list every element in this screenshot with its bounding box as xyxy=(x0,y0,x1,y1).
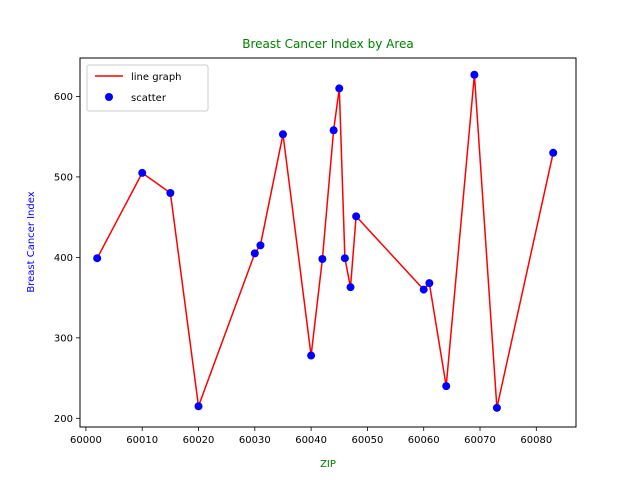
scatter-point xyxy=(194,402,203,411)
scatter-point xyxy=(470,70,479,79)
chart-title: Breast Cancer Index by Area xyxy=(242,37,413,51)
y-tick-label: 200 xyxy=(54,414,73,425)
axes-frame xyxy=(79,57,577,428)
line-series xyxy=(96,73,554,409)
x-tick-label: 60050 xyxy=(352,435,384,446)
scatter-series xyxy=(93,70,558,412)
x-tick-label: 60040 xyxy=(295,435,327,446)
y-tick-label: 600 xyxy=(54,92,73,103)
x-tick-label: 60030 xyxy=(239,435,271,446)
scatter-point xyxy=(138,168,147,177)
scatter-point xyxy=(166,189,175,198)
y-tick-label: 300 xyxy=(54,333,73,344)
scatter-point xyxy=(425,279,434,288)
scatter-point xyxy=(442,382,451,391)
scatter-point xyxy=(340,254,349,263)
legend-scatter-swatch xyxy=(105,93,113,101)
legend: line graph scatter xyxy=(86,64,209,112)
scatter-point xyxy=(549,148,558,157)
scatter-point xyxy=(307,351,316,360)
line-graph-path xyxy=(96,73,554,409)
legend-label-line: line graph xyxy=(131,72,182,83)
scatter-point xyxy=(492,403,501,412)
plot-area: 60000 60010 60020 60030 60040 60050 60060 60070… xyxy=(54,57,577,446)
legend-label-scatter: scatter xyxy=(131,93,167,104)
scatter-point xyxy=(335,84,344,93)
x-tick-label: 60070 xyxy=(464,435,496,446)
scatter-point xyxy=(256,241,265,250)
scatter-point xyxy=(250,249,259,258)
scatter-point xyxy=(93,254,102,263)
scatter-point xyxy=(278,130,287,139)
y-axis-label: Breast Cancer Index xyxy=(26,191,37,292)
x-axis-label: ZIP xyxy=(320,459,336,470)
x-axis: 60000 60010 60020 60030 60040 60050 60060 60070… xyxy=(70,427,552,446)
y-tick-label: 400 xyxy=(54,253,73,264)
x-tick-label: 60080 xyxy=(520,435,552,446)
y-axis: 200 300 400 500 600 xyxy=(54,92,80,425)
scatter-point xyxy=(318,254,327,263)
x-tick-label: 60060 xyxy=(408,435,440,446)
x-tick-label: 60000 xyxy=(70,435,102,446)
x-tick-label: 60010 xyxy=(126,435,158,446)
x-tick-label: 60020 xyxy=(183,435,215,446)
scatter-point xyxy=(419,285,428,294)
y-tick-label: 500 xyxy=(54,172,73,183)
scatter-point xyxy=(352,212,361,221)
scatter-point xyxy=(329,126,338,135)
scatter-point xyxy=(346,283,355,292)
